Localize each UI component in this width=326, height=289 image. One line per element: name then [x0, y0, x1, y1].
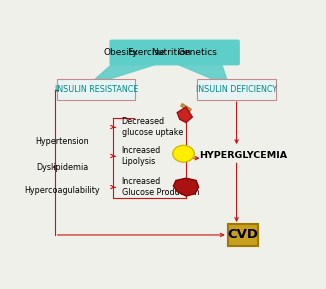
- FancyBboxPatch shape: [110, 40, 240, 65]
- Text: INSULIN DEFICIENCY: INSULIN DEFICIENCY: [196, 85, 277, 94]
- Text: Decreased
glucose uptake: Decreased glucose uptake: [122, 117, 183, 137]
- Polygon shape: [181, 104, 191, 112]
- Text: Dyslipidemia: Dyslipidemia: [36, 163, 88, 172]
- Text: INSULIN RESISTANCE: INSULIN RESISTANCE: [55, 85, 138, 94]
- Text: Hypertension: Hypertension: [36, 137, 89, 146]
- Text: HYPERGLYCEMIA: HYPERGLYCEMIA: [199, 151, 287, 160]
- Text: Increased
Glucose Production: Increased Glucose Production: [122, 177, 199, 197]
- Text: Increased
Lipolysis: Increased Lipolysis: [122, 146, 161, 166]
- FancyBboxPatch shape: [57, 79, 136, 100]
- FancyBboxPatch shape: [228, 224, 258, 246]
- Polygon shape: [87, 64, 158, 86]
- Text: CVD: CVD: [227, 229, 259, 241]
- Text: Obesity: Obesity: [103, 48, 138, 57]
- Text: Hypercoagulability: Hypercoagulability: [24, 186, 100, 195]
- Text: Exercise: Exercise: [127, 48, 165, 57]
- Text: Nutrition: Nutrition: [151, 48, 191, 57]
- Polygon shape: [177, 107, 192, 123]
- Polygon shape: [176, 64, 229, 86]
- Ellipse shape: [173, 145, 194, 162]
- FancyBboxPatch shape: [198, 79, 276, 100]
- Polygon shape: [173, 178, 199, 196]
- Text: Genetics: Genetics: [177, 48, 217, 57]
